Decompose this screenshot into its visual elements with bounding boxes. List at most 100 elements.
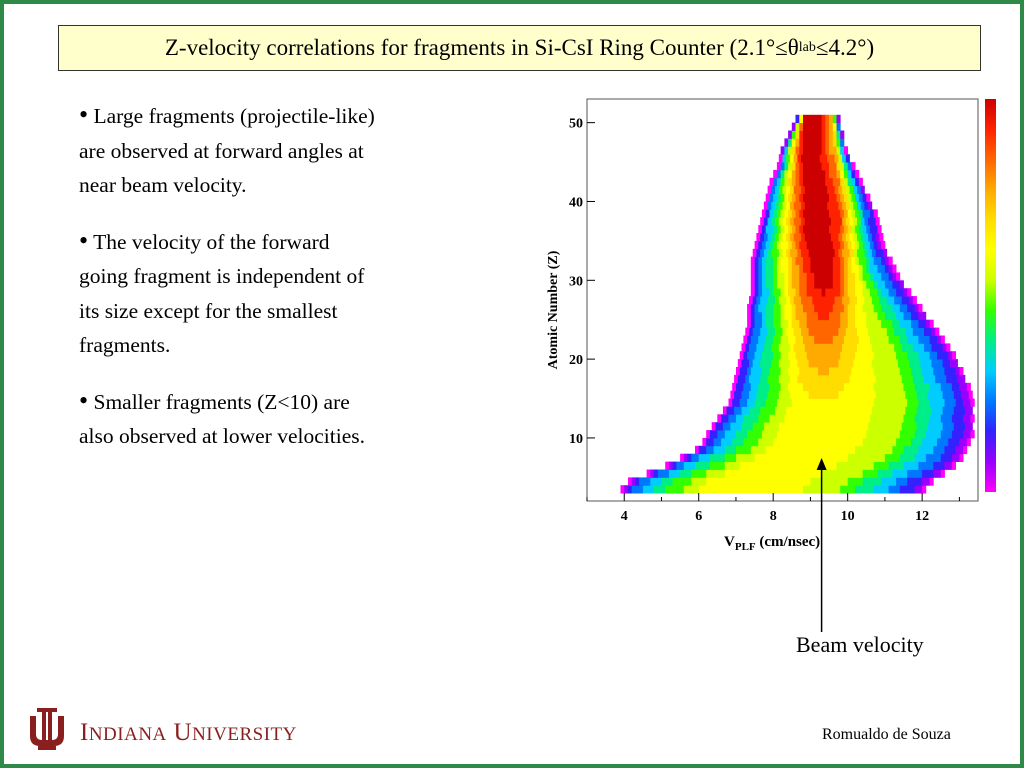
heatmap-cell (868, 233, 873, 242)
heatmap-cell (713, 485, 718, 494)
heatmap-cell (823, 217, 828, 226)
heatmap-cell (924, 359, 929, 368)
heatmap-cell (803, 414, 808, 423)
heatmap-cell (870, 414, 875, 423)
heatmap-cell (778, 296, 783, 305)
heatmap-cell (888, 272, 893, 281)
heatmap-cell (877, 382, 882, 392)
heatmap-cell (752, 406, 757, 415)
heatmap-cell (829, 469, 834, 478)
heatmap-cell (881, 319, 886, 328)
heatmap-cell (864, 217, 869, 226)
heatmap-cell (709, 469, 714, 478)
heatmap-cell (758, 240, 763, 250)
heatmap-cell (855, 469, 860, 478)
heatmap-cell (845, 343, 850, 352)
heatmap-cell (853, 390, 858, 399)
y-axis-label: Atomic Number (Z) (546, 250, 561, 369)
heatmap-cell (937, 351, 942, 360)
heatmap-cell (894, 390, 899, 399)
heatmap-cell (795, 382, 800, 392)
heatmap-cell (957, 390, 962, 399)
heatmap-cell (728, 398, 733, 407)
heatmap-cell (814, 288, 819, 297)
heatmap-cell (877, 461, 882, 470)
heatmap-cell (754, 240, 759, 250)
heatmap-cell (870, 351, 875, 360)
heatmap-cell (832, 272, 837, 281)
heatmap-cell (955, 445, 960, 455)
heatmap-cell (788, 264, 793, 273)
heatmap-cell (821, 209, 826, 218)
heatmap-cell (672, 461, 677, 470)
heatmap-cell (911, 461, 916, 470)
heatmap-cell (817, 130, 822, 139)
heatmap-cell (812, 217, 817, 226)
heatmap-cell (907, 303, 912, 313)
heatmap-cell (896, 382, 901, 392)
heatmap-cell (894, 359, 899, 368)
heatmap-cell (821, 280, 826, 289)
heatmap-cell (925, 461, 930, 470)
heatmap-cell (752, 390, 757, 399)
heatmap-cell (810, 256, 815, 265)
heatmap-cell (791, 177, 796, 187)
heatmap-cell (877, 445, 882, 455)
heatmap-cell (765, 193, 770, 202)
heatmap-cell (806, 264, 811, 273)
heatmap-cell (786, 327, 791, 336)
heatmap-cell (933, 335, 938, 344)
heatmap-cell (814, 169, 819, 179)
heatmap-cell (884, 398, 889, 407)
heatmap-cell (881, 272, 886, 281)
heatmap-cell (812, 406, 817, 415)
heatmap-cell (827, 374, 832, 384)
heatmap-cell (914, 335, 919, 344)
heatmap-cell (775, 217, 780, 226)
heatmap-cell (795, 264, 800, 273)
heatmap-cell (858, 398, 863, 407)
heatmap-cell (791, 485, 796, 494)
heatmap-cell (762, 485, 767, 494)
heatmap-cell (776, 382, 781, 392)
heatmap-cell (797, 327, 802, 336)
heatmap-cell (771, 359, 776, 368)
heatmap-cell (829, 477, 834, 486)
heatmap-cell (942, 390, 947, 399)
heatmap-cell (795, 303, 800, 313)
heatmap-cell (838, 217, 843, 226)
heatmap-cell (914, 311, 919, 321)
heatmap-cell (788, 445, 793, 455)
heatmap-cell (695, 445, 700, 455)
heatmap-cell (946, 422, 951, 431)
heatmap-cell (758, 319, 763, 328)
heatmap-cell (782, 248, 787, 258)
heatmap-cell (747, 311, 752, 321)
heatmap-cell (786, 154, 791, 163)
heatmap-cell (944, 351, 949, 360)
heatmap-cell (847, 367, 852, 376)
heatmap-cell (873, 461, 878, 470)
heatmap-cell (948, 398, 953, 407)
heatmap-cell (918, 335, 923, 344)
heatmap-cell (745, 390, 750, 399)
heatmap-cell (843, 485, 848, 494)
heatmap-cell (938, 390, 943, 399)
heatmap-cell (795, 398, 800, 407)
heatmap-cell (814, 240, 819, 250)
heatmap-cell (948, 430, 953, 439)
heatmap-cell (922, 398, 927, 407)
heatmap-cell (784, 169, 789, 179)
heatmap-cell (849, 390, 854, 399)
heatmap-cell (832, 351, 837, 360)
heatmap-cell (743, 382, 748, 392)
heatmap-cell (791, 240, 796, 250)
heatmap-cell (825, 225, 830, 234)
heatmap-cell (966, 414, 971, 423)
heatmap-cell (769, 288, 774, 297)
heatmap-cell (804, 217, 809, 226)
heatmap-cell (825, 437, 830, 447)
heatmap-cell (791, 437, 796, 447)
heatmap-cell (918, 477, 923, 486)
heatmap-cell (931, 359, 936, 368)
